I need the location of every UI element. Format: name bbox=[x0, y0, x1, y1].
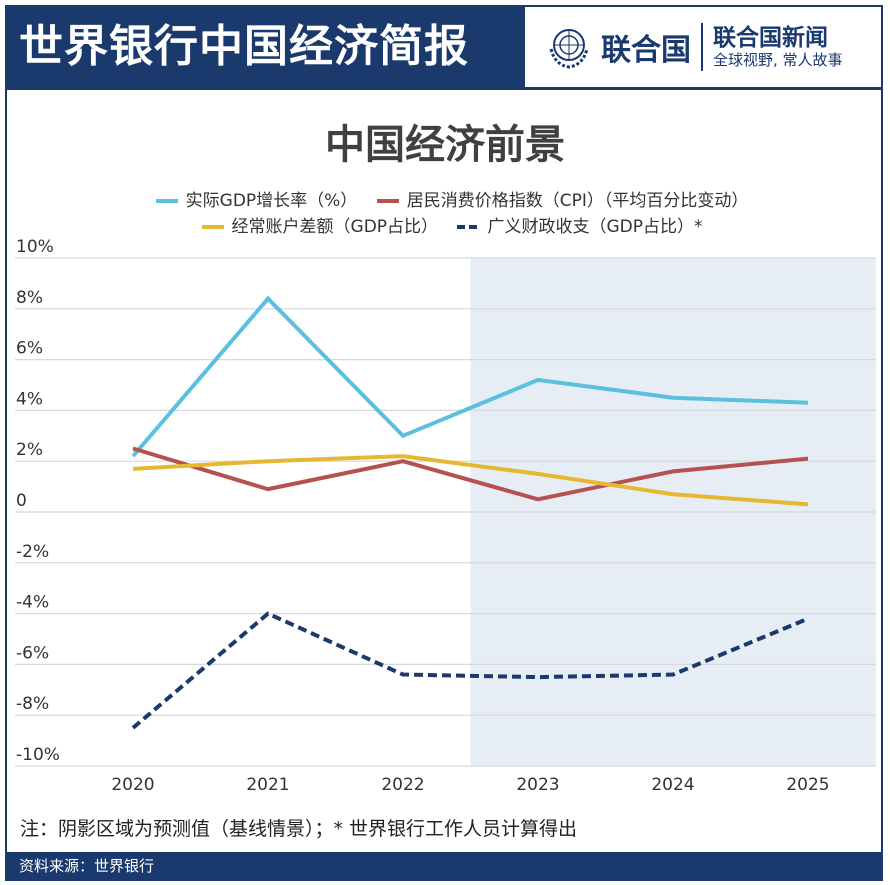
header-divider bbox=[5, 87, 883, 90]
y-tick-label: -2% bbox=[16, 542, 49, 562]
series-line-2 bbox=[132, 454, 809, 507]
legend-fiscal: 广义财政收支（GDP占比）* bbox=[487, 217, 703, 237]
y-tick-label: 0 bbox=[16, 491, 27, 511]
legend-cpi: 居民消费价格指数（CPI）（平均百分比变动） bbox=[406, 191, 749, 211]
y-tick-label: 2% bbox=[16, 440, 43, 460]
x-tick-label: 2020 bbox=[111, 775, 154, 795]
y-tick-label: -8% bbox=[16, 694, 49, 714]
legend-row-1: 实际GDP增长率（%） 居民消费价格指数（CPI）（平均百分比变动） bbox=[0, 186, 890, 211]
x-tick-label: 2021 bbox=[246, 775, 289, 795]
un-news-name: 联合国新闻 bbox=[713, 25, 828, 51]
x-tick-label: 2023 bbox=[516, 775, 559, 795]
un-news-slogan: 全球视野, 常人故事 bbox=[713, 51, 843, 69]
legend-swatch-current-account bbox=[201, 225, 224, 229]
chart-title: 中国经济前景 bbox=[325, 122, 565, 168]
x-tick-label: 2024 bbox=[651, 775, 694, 795]
series-line-0 bbox=[131, 295, 809, 458]
legend-swatch-cpi bbox=[376, 199, 399, 203]
y-tick-label: 4% bbox=[16, 389, 43, 409]
y-tick-label: -6% bbox=[16, 643, 49, 663]
header-title: 世界银行中国经济简报 bbox=[5, 5, 525, 89]
separator bbox=[701, 23, 703, 71]
series-line-1 bbox=[132, 446, 809, 502]
series-line-3 bbox=[131, 611, 809, 730]
source-bar: 资料来源：世界银行 bbox=[5, 852, 883, 881]
x-tick-label: 2022 bbox=[381, 775, 424, 795]
y-tick-label: 6% bbox=[16, 339, 43, 359]
legend-gdp: 实际GDP增长率（%） bbox=[185, 191, 358, 211]
y-tick-label: 10% bbox=[16, 237, 54, 257]
legend-current-account: 经常账户差额（GDP占比） bbox=[231, 217, 439, 237]
un-branding: 联合国 联合国新闻 全球视野, 常人故事 bbox=[545, 22, 843, 72]
x-tick-label: 2025 bbox=[786, 775, 829, 795]
y-tick-label: -10% bbox=[16, 745, 60, 765]
y-tick-label: 8% bbox=[16, 288, 43, 308]
un-emblem-icon bbox=[549, 29, 589, 69]
footnote: 注：阴影区域为预测值（基线情景）；* 世界银行工作人员计算得出 bbox=[20, 818, 578, 840]
legend-swatch-fiscal bbox=[457, 225, 480, 229]
y-tick-label: -4% bbox=[16, 593, 49, 613]
legend-swatch-gdp bbox=[155, 199, 178, 203]
un-name: 联合国 bbox=[601, 33, 691, 68]
legend-row-2: 经常账户差额（GDP占比） 广义财政收支（GDP占比）* bbox=[0, 212, 890, 237]
